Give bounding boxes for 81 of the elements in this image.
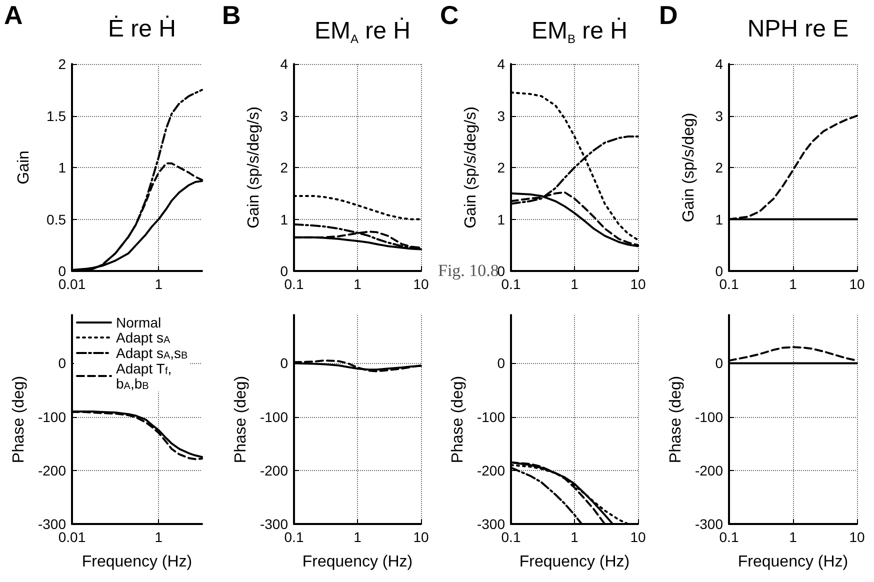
y-axis-title: Phase (deg) <box>450 376 467 464</box>
text: Adapt Tf, bA,bB <box>116 360 172 392</box>
x-tick-label: 1 <box>570 529 579 545</box>
y-tick-label: 0 <box>497 263 506 279</box>
x-tick-label: 1 <box>570 276 579 292</box>
x-tick-label: 10 <box>413 529 429 545</box>
y-tick-label: -200 <box>260 462 288 478</box>
y-axis-title: Phase (deg) <box>668 376 685 464</box>
y-tick-label: -200 <box>38 462 66 478</box>
y-tick-label: 0 <box>280 355 288 372</box>
x-tick-label: 1 <box>789 529 798 545</box>
x-tick-label: 10 <box>849 529 865 545</box>
x-tick-label: 10 <box>630 529 646 545</box>
chart-title: Ė re Ḣ <box>108 16 176 42</box>
x-tick-label: 0.1 <box>719 529 739 545</box>
y-tick-label: -300 <box>38 516 66 532</box>
legend-label: Adapt sA,sB <box>116 345 188 362</box>
text: D <box>659 0 678 30</box>
y-tick-label: 0 <box>497 355 506 372</box>
y-tick-label: -100 <box>260 408 288 425</box>
y-tick-label: 2 <box>280 160 288 176</box>
x-tick-label: 1 <box>154 276 163 292</box>
y-tick-label: -300 <box>476 516 506 532</box>
legend-label: Adapt sA <box>116 330 170 346</box>
x-tick-label: 0.1 <box>284 276 304 292</box>
y-axis-title: Gain (sp/s/deg/s) <box>246 106 262 228</box>
y-tick-label: 0.5 <box>46 211 66 228</box>
x-tick-label: 0.1 <box>501 276 521 292</box>
text: C <box>440 0 459 30</box>
y-tick-label: 3 <box>497 108 506 124</box>
y-tick-label: 4 <box>280 56 288 72</box>
x-tick-label: 0.1 <box>284 529 304 545</box>
y-tick-label: -100 <box>38 408 66 425</box>
y-axis-title: Gain <box>16 150 32 184</box>
chart-title: NPH re E <box>747 16 849 42</box>
y-tick-label: -100 <box>694 408 724 425</box>
x-axis-title: Frequency (Hz) <box>302 554 413 570</box>
y-tick-label: 1 <box>280 211 288 228</box>
y-tick-label: 3 <box>715 108 724 124</box>
text: A <box>4 0 23 30</box>
x-axis-title: Frequency (Hz) <box>82 554 192 570</box>
x-tick-label: 10 <box>849 276 865 292</box>
x-axis-title: Frequency (Hz) <box>519 554 630 570</box>
y-tick-label: -200 <box>694 462 724 478</box>
y-tick-label: 0 <box>58 263 66 279</box>
x-tick-label: 1 <box>789 276 798 292</box>
y-tick-label: 2 <box>58 56 66 72</box>
text: B <box>222 0 241 30</box>
y-tick-label: -300 <box>694 516 724 532</box>
y-tick-label: 4 <box>497 56 506 72</box>
y-tick-label: 0 <box>280 263 288 279</box>
x-tick-label: 10 <box>413 276 429 292</box>
y-axis-title: Gain (sp/s/deg) <box>680 112 698 222</box>
x-tick-label: 0.01 <box>58 529 86 545</box>
y-tick-label: 1.5 <box>46 108 66 124</box>
y-tick-label: 0 <box>58 355 66 372</box>
x-axis-title: Frequency (Hz) <box>738 554 848 570</box>
y-tick-label: -200 <box>476 462 506 478</box>
y-tick-label: 1 <box>497 211 506 228</box>
caption: Fig. 10.8 <box>438 261 499 280</box>
x-tick-label: 1 <box>354 276 362 292</box>
legend-label: Normal <box>116 314 162 330</box>
y-tick-label: 1 <box>58 160 66 176</box>
x-tick-label: 1 <box>154 529 163 545</box>
y-tick-label: -100 <box>476 408 506 425</box>
y-axis-title: Gain (sp/s/deg/s) <box>462 106 480 228</box>
y-tick-label: 4 <box>715 56 724 72</box>
y-tick-label: -300 <box>260 516 288 532</box>
x-tick-label: 0.1 <box>501 529 521 545</box>
y-tick-label: 1 <box>715 211 724 228</box>
y-tick-label: 2 <box>715 160 724 176</box>
y-tick-label: 0 <box>715 355 724 372</box>
y-tick-label: 0 <box>715 263 724 279</box>
y-tick-label: 2 <box>497 160 506 176</box>
x-tick-label: 1 <box>354 529 362 545</box>
y-axis-title: Phase (deg) <box>232 376 250 464</box>
x-tick-label: 0.01 <box>58 276 86 292</box>
y-tick-label: 3 <box>280 108 288 124</box>
y-axis-title: Phase (deg) <box>10 376 28 464</box>
x-tick-label: 0.1 <box>719 276 739 292</box>
x-tick-label: 10 <box>630 276 646 292</box>
